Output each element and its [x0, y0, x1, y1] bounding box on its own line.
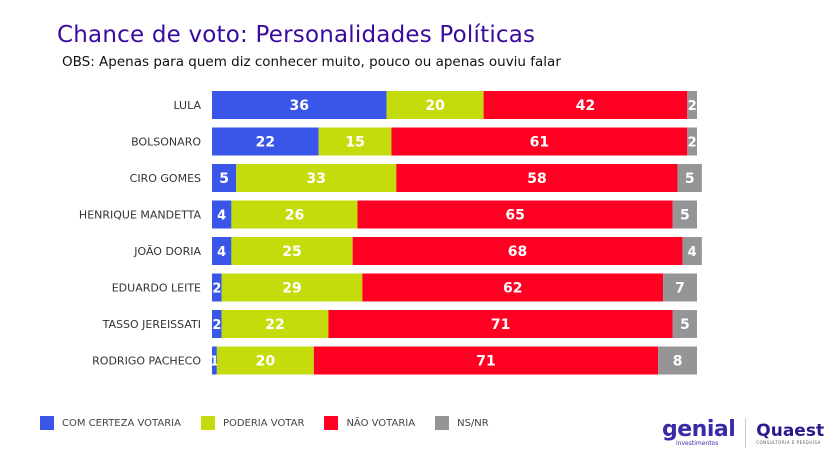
- bar-segment: [687, 91, 697, 119]
- legend-item-nsnr: NS/NR: [435, 416, 489, 430]
- data-label: 62: [503, 281, 522, 297]
- bar-segment: [216, 346, 314, 375]
- legend-label: NÃO VOTARIA: [346, 417, 416, 429]
- bar-segment: [231, 200, 358, 229]
- legend-swatch: [324, 416, 339, 430]
- bar-segment: [386, 91, 484, 119]
- category-label: CIRO GOMES: [130, 172, 201, 185]
- category-label: TASSO JEREISSATI: [102, 318, 201, 331]
- legend-item-poderia: PODERIA VOTAR: [200, 416, 305, 430]
- legend-label: PODERIA VOTAR: [222, 417, 305, 429]
- bar-segment: [396, 164, 678, 192]
- bar-segment: [672, 200, 697, 229]
- category-label: EDUARDO LEITE: [112, 282, 201, 295]
- data-label: 5: [680, 317, 690, 333]
- category-label: RODRIGO PACHECO: [92, 355, 201, 368]
- data-label: 2: [212, 282, 221, 297]
- bar-segment: [212, 273, 222, 302]
- bar-segment: [677, 164, 702, 192]
- bar-segment: [212, 91, 387, 119]
- data-label: 2: [688, 99, 697, 114]
- data-label: 58: [527, 171, 546, 187]
- bar-segment: [221, 310, 329, 338]
- data-label: 4: [217, 209, 226, 224]
- bar-segment: [687, 127, 697, 156]
- chart-title: Chance de voto: Personalidades Políticas: [57, 22, 536, 48]
- genial-logo-text: genial: [662, 416, 736, 442]
- data-label: 25: [282, 244, 301, 260]
- data-label: 5: [685, 171, 695, 187]
- legend-item-com-certeza: COM CERTEZA VOTARIA: [40, 416, 181, 430]
- data-label: 33: [307, 171, 326, 187]
- bar-segment: [672, 310, 697, 338]
- quaest-logo-text: Quaest: [756, 420, 825, 441]
- bar-segment: [212, 237, 232, 265]
- data-label: 68: [508, 244, 527, 260]
- legend-item-nao-votaria: NÃO VOTARIA: [324, 416, 415, 430]
- bar-segment: [328, 310, 673, 338]
- data-label: 4: [217, 245, 226, 260]
- legend-label: COM CERTEZA VOTARIA: [62, 417, 181, 429]
- legend: COM CERTEZA VOTARIA PODERIA VOTAR NÃO VO…: [40, 416, 509, 430]
- bar-segment: [352, 237, 683, 265]
- data-label: 20: [425, 98, 445, 114]
- data-label: 5: [680, 208, 690, 224]
- legend-swatch: [40, 416, 54, 430]
- bar-segment: [483, 91, 688, 119]
- data-label: 22: [265, 317, 284, 333]
- genial-logo: genial investimentos: [662, 416, 736, 447]
- bar-segment: [663, 273, 697, 302]
- category-label: LULA: [173, 99, 201, 112]
- data-label: 29: [282, 281, 301, 297]
- data-label: 65: [505, 208, 524, 224]
- logo-divider: [745, 418, 747, 448]
- bar-segment: [212, 310, 222, 338]
- data-label: 5: [219, 171, 229, 187]
- data-label: 7: [675, 281, 685, 297]
- category-label: BOLSONARO: [131, 136, 201, 149]
- data-label: 8: [673, 354, 683, 370]
- genial-logo-subtext: investimentos: [676, 439, 719, 447]
- bar-segment: [658, 346, 697, 375]
- data-label: 42: [576, 98, 595, 114]
- data-label: 26: [285, 208, 304, 224]
- data-label: 71: [476, 354, 495, 370]
- bar-segment: [318, 127, 392, 156]
- data-label: 1: [210, 355, 219, 370]
- bar-segment: [682, 237, 702, 265]
- legend-label: NS/NR: [457, 417, 489, 429]
- bar-segment: [357, 200, 673, 229]
- logos: genial investimentos Quaest CONSULTORIA …: [662, 418, 824, 448]
- quaest-logo-subtext: CONSULTORIA E PESQUISA: [756, 439, 821, 445]
- category-label: JOÃO DORIA: [133, 245, 201, 258]
- chart-subtitle: OBS: Apenas para quem diz conhecer muito…: [62, 54, 561, 70]
- bar-segment: [236, 164, 397, 192]
- data-label: 15: [345, 135, 364, 151]
- bar-segment: [313, 346, 659, 375]
- bar-segment: [212, 164, 237, 192]
- data-label: 2: [688, 136, 697, 151]
- bar-segment: [221, 273, 363, 302]
- bar-segment: [212, 200, 232, 229]
- data-label: 22: [256, 135, 275, 151]
- bar-segment: [212, 346, 217, 375]
- bar-segment: [362, 273, 664, 302]
- data-label: 20: [256, 354, 276, 370]
- legend-swatch: [435, 416, 450, 430]
- data-label: 71: [491, 317, 510, 333]
- category-label: HENRIQUE MANDETTA: [79, 209, 202, 222]
- legend-swatch: [200, 416, 215, 430]
- data-label: 4: [688, 245, 697, 260]
- data-label: 36: [290, 98, 309, 114]
- bar-segment: [231, 237, 353, 265]
- data-label: 2: [212, 318, 221, 333]
- bar-segment: [391, 127, 688, 156]
- bar-segment: [212, 127, 319, 156]
- data-label: 61: [530, 135, 549, 151]
- quaest-logo: Quaest CONSULTORIA E PESQUISA: [756, 422, 824, 445]
